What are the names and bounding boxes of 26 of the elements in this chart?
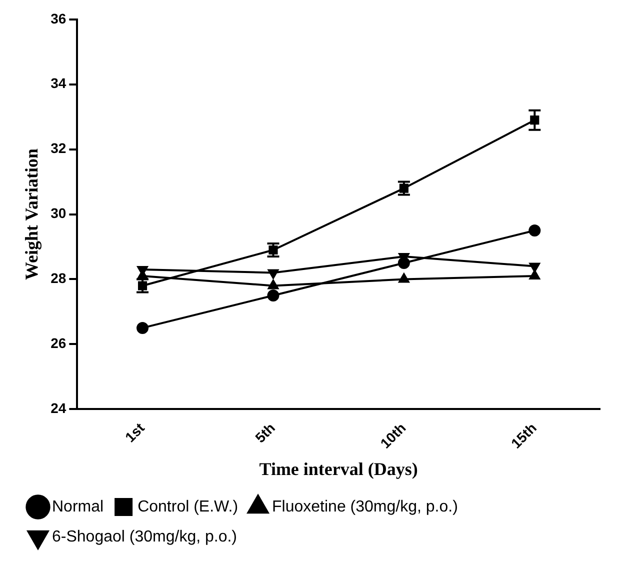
legend-label: Control (E.W.)	[138, 498, 238, 516]
point	[268, 280, 279, 290]
point	[529, 262, 540, 272]
y-tick-label: 36	[50, 10, 66, 26]
y-axis-title: Weight Variation	[21, 148, 42, 280]
x-axis-title: Time interval (Days)	[259, 458, 418, 479]
point	[528, 224, 541, 237]
x-tick-label: 10th	[377, 420, 409, 452]
y-tick-label: 26	[50, 335, 66, 352]
x-tick-label: 5th	[252, 420, 278, 446]
point	[267, 289, 280, 302]
point	[268, 269, 279, 279]
legend-label: Normal	[52, 498, 104, 516]
point	[398, 257, 410, 270]
y-tick-label: 34	[50, 75, 66, 92]
point	[529, 270, 540, 280]
y-tick-label: 28	[50, 270, 66, 286]
point	[136, 322, 149, 334]
y-tick-label: 30	[50, 205, 66, 222]
x-tick-label: 15th	[508, 420, 540, 452]
legend-label: 6-Shogaol (30mg/kg, p.o.)	[52, 528, 237, 546]
x-tick-label: 1st	[122, 419, 148, 446]
point	[398, 273, 410, 283]
legend-label: Fluoxetine (30mg/kg, p.o.)	[272, 498, 458, 516]
y-tick-label: 24	[50, 400, 66, 416]
y-tick-label: 32	[50, 140, 66, 156]
